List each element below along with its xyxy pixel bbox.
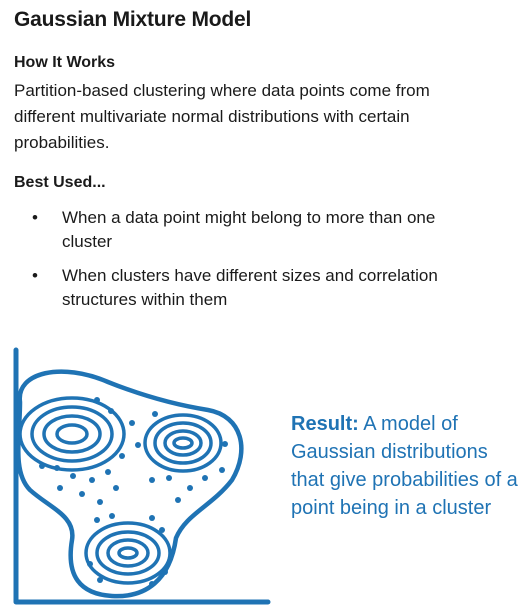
- cluster-rings-bottom: [84, 521, 172, 585]
- bullet-icon: •: [32, 266, 38, 285]
- list-item-text: When clusters have different sizes and c…: [62, 266, 438, 309]
- cluster-boundary: [16, 369, 244, 599]
- how-it-works-heading: How It Works: [14, 54, 116, 71]
- how-it-works-text: Partition-based clustering where data po…: [14, 81, 430, 152]
- axes: [13, 347, 271, 605]
- cluster-rings-left: [18, 396, 126, 472]
- page-title: Gaussian Mixture Model: [14, 8, 252, 31]
- result-label: Result:: [291, 413, 359, 435]
- cluster-diagram-icon: [13, 347, 271, 605]
- best-used-list: • When a data point might belong to more…: [30, 206, 480, 322]
- best-used-heading: Best Used...: [14, 174, 106, 191]
- list-item: • When clusters have different sizes and…: [30, 264, 480, 312]
- list-item-text: When a data point might belong to more t…: [62, 208, 436, 251]
- list-item: • When a data point might belong to more…: [30, 206, 480, 254]
- bullet-icon: •: [32, 208, 38, 227]
- result-description: A model of Gaussian distributions that g…: [291, 413, 518, 519]
- result-text: Result: A model of Gaussian distribution…: [291, 410, 526, 522]
- data-points: [39, 397, 228, 587]
- cluster-rings-right: [143, 413, 223, 473]
